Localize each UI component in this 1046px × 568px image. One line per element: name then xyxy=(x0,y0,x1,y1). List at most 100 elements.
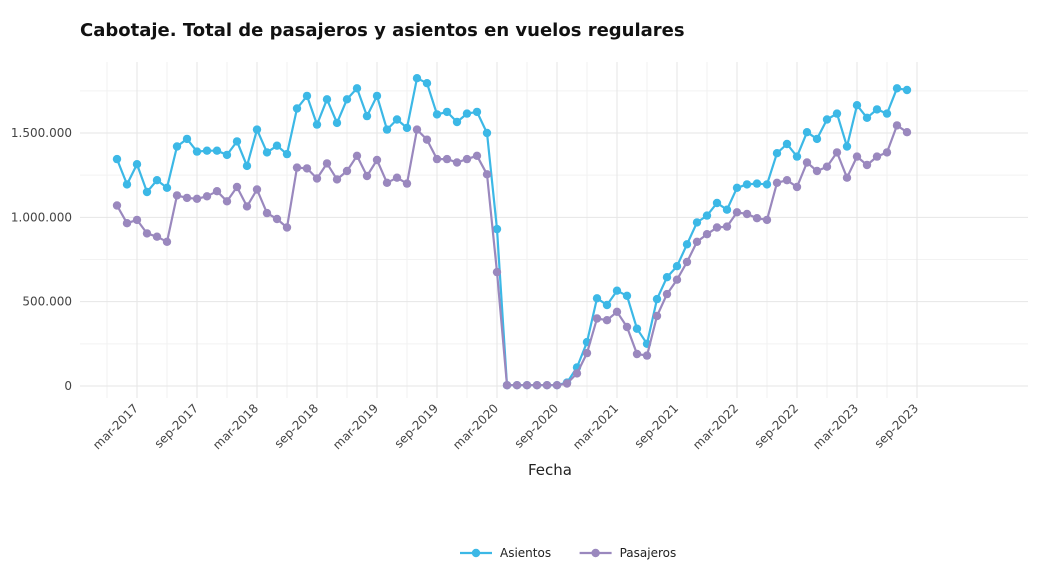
data-point-pasajeros[interactable] xyxy=(212,187,222,196)
data-point-asientos[interactable] xyxy=(112,154,122,164)
data-point-asientos[interactable] xyxy=(882,109,892,118)
data-point-pasajeros[interactable] xyxy=(342,166,352,176)
data-point-pasajeros[interactable] xyxy=(262,208,272,218)
data-point-pasajeros[interactable] xyxy=(772,178,782,187)
data-point-asientos[interactable] xyxy=(822,115,832,124)
data-point-pasajeros[interactable] xyxy=(722,222,732,231)
data-point-pasajeros[interactable] xyxy=(592,314,602,323)
data-point-asientos[interactable] xyxy=(902,85,912,95)
data-point-asientos[interactable] xyxy=(672,262,682,271)
data-point-pasajeros[interactable] xyxy=(742,209,752,219)
data-point-asientos[interactable] xyxy=(142,187,152,197)
data-point-pasajeros[interactable] xyxy=(512,381,522,390)
data-point-asientos[interactable] xyxy=(152,176,162,185)
data-point-pasajeros[interactable] xyxy=(252,185,262,194)
data-point-asientos[interactable] xyxy=(392,115,402,124)
data-point-pasajeros[interactable] xyxy=(612,307,622,316)
data-point-pasajeros[interactable] xyxy=(542,381,552,390)
data-point-pasajeros[interactable] xyxy=(182,193,192,203)
data-point-asientos[interactable] xyxy=(612,286,622,295)
data-point-pasajeros[interactable] xyxy=(692,237,702,246)
data-point-asientos[interactable] xyxy=(422,79,432,88)
data-point-asientos[interactable] xyxy=(812,134,822,144)
data-point-asientos[interactable] xyxy=(342,95,352,104)
data-point-asientos[interactable] xyxy=(312,120,322,129)
data-point-asientos[interactable] xyxy=(482,128,492,138)
data-point-asientos[interactable] xyxy=(742,180,752,189)
data-point-pasajeros[interactable] xyxy=(412,125,422,134)
data-point-asientos[interactable] xyxy=(242,161,252,171)
data-point-pasajeros[interactable] xyxy=(232,182,242,192)
data-point-asientos[interactable] xyxy=(782,139,792,149)
data-point-asientos[interactable] xyxy=(272,141,282,150)
data-point-asientos[interactable] xyxy=(122,180,132,189)
data-point-asientos[interactable] xyxy=(662,273,672,282)
data-point-pasajeros[interactable] xyxy=(162,237,172,246)
data-point-pasajeros[interactable] xyxy=(302,164,312,173)
data-point-pasajeros[interactable] xyxy=(192,194,202,203)
data-point-asientos[interactable] xyxy=(732,183,742,192)
data-point-asientos[interactable] xyxy=(862,113,872,123)
data-point-asientos[interactable] xyxy=(432,110,442,119)
data-point-pasajeros[interactable] xyxy=(152,232,162,241)
data-point-pasajeros[interactable] xyxy=(282,223,292,232)
data-point-pasajeros[interactable] xyxy=(872,152,882,161)
data-point-pasajeros[interactable] xyxy=(862,160,872,170)
data-point-pasajeros[interactable] xyxy=(372,155,382,165)
data-point-asientos[interactable] xyxy=(832,109,842,118)
data-point-pasajeros[interactable] xyxy=(792,182,802,192)
data-point-asientos[interactable] xyxy=(472,107,482,117)
data-point-asientos[interactable] xyxy=(412,74,422,83)
data-point-pasajeros[interactable] xyxy=(602,316,612,325)
data-point-pasajeros[interactable] xyxy=(322,159,332,168)
data-point-pasajeros[interactable] xyxy=(622,322,632,332)
data-point-pasajeros[interactable] xyxy=(532,381,542,390)
data-point-asientos[interactable] xyxy=(232,137,242,146)
data-point-pasajeros[interactable] xyxy=(472,151,482,160)
data-point-asientos[interactable] xyxy=(492,224,502,234)
data-point-asientos[interactable] xyxy=(892,84,902,93)
data-point-pasajeros[interactable] xyxy=(882,148,892,157)
data-point-asientos[interactable] xyxy=(462,109,472,118)
data-point-asientos[interactable] xyxy=(702,211,712,220)
data-point-asientos[interactable] xyxy=(202,146,212,155)
data-point-asientos[interactable] xyxy=(752,179,762,188)
data-point-pasajeros[interactable] xyxy=(132,215,142,225)
data-point-asientos[interactable] xyxy=(712,198,722,208)
data-point-pasajeros[interactable] xyxy=(732,208,742,217)
data-point-asientos[interactable] xyxy=(602,300,612,310)
data-point-asientos[interactable] xyxy=(762,180,772,189)
data-point-asientos[interactable] xyxy=(132,160,142,169)
data-point-asientos[interactable] xyxy=(372,91,382,101)
data-point-pasajeros[interactable] xyxy=(522,381,532,390)
data-point-asientos[interactable] xyxy=(162,183,172,192)
data-point-pasajeros[interactable] xyxy=(312,174,322,183)
data-point-asientos[interactable] xyxy=(622,291,632,300)
data-point-pasajeros[interactable] xyxy=(822,162,832,171)
legend-item-asientos[interactable]: Asientos xyxy=(460,546,551,560)
data-point-asientos[interactable] xyxy=(592,294,602,303)
data-point-asientos[interactable] xyxy=(252,125,262,134)
data-point-asientos[interactable] xyxy=(282,149,292,159)
data-point-pasajeros[interactable] xyxy=(582,348,592,358)
data-point-pasajeros[interactable] xyxy=(812,166,822,176)
data-point-pasajeros[interactable] xyxy=(492,267,502,277)
data-point-pasajeros[interactable] xyxy=(112,201,122,210)
data-point-asientos[interactable] xyxy=(802,128,812,137)
data-point-pasajeros[interactable] xyxy=(572,369,582,378)
data-point-pasajeros[interactable] xyxy=(752,214,762,223)
data-point-asientos[interactable] xyxy=(772,149,782,158)
data-point-asientos[interactable] xyxy=(172,142,182,151)
data-point-asientos[interactable] xyxy=(322,95,332,104)
data-point-pasajeros[interactable] xyxy=(462,154,472,164)
data-point-asientos[interactable] xyxy=(292,104,302,113)
data-point-pasajeros[interactable] xyxy=(682,257,692,267)
data-point-pasajeros[interactable] xyxy=(382,178,392,187)
data-point-pasajeros[interactable] xyxy=(242,202,252,211)
legend[interactable]: Asientos Pasajeros xyxy=(460,546,676,560)
data-point-asientos[interactable] xyxy=(402,123,412,133)
data-point-pasajeros[interactable] xyxy=(272,214,282,224)
data-point-pasajeros[interactable] xyxy=(432,154,442,164)
data-point-pasajeros[interactable] xyxy=(802,158,812,167)
data-point-asientos[interactable] xyxy=(872,105,882,114)
